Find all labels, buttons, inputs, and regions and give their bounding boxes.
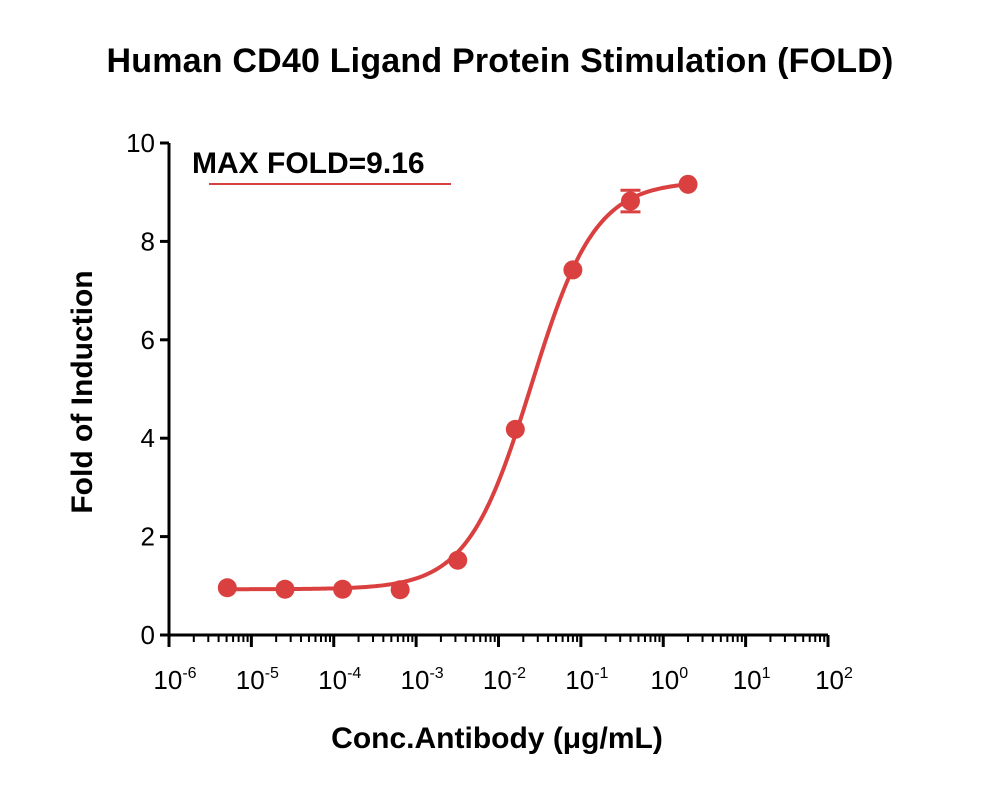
data-series xyxy=(217,174,698,600)
x-tick-label: 10-3 xyxy=(401,665,444,695)
max-fold-annotation: MAX FOLD=9.16 xyxy=(192,147,425,180)
y-tick-label: 6 xyxy=(141,325,155,355)
x-tick-label: 10-1 xyxy=(565,665,608,695)
data-point xyxy=(333,579,353,599)
axes: 0 2 4 6 8 10 10-6 10-5 10-4 10-3 10-2 10-1 100 101 102 xyxy=(126,128,853,695)
x-tick-label: 101 xyxy=(733,665,771,695)
y-tick-label: 10 xyxy=(126,128,155,158)
x-tick-label: 10-5 xyxy=(236,665,279,695)
data-point xyxy=(448,550,468,570)
data-point xyxy=(563,260,583,280)
x-tick-label: 102 xyxy=(815,665,853,695)
x-tick-label: 10-6 xyxy=(153,665,196,695)
y-tick-label: 0 xyxy=(141,620,155,650)
data-point xyxy=(275,579,295,599)
fit-curve xyxy=(227,182,689,592)
x-tick-label: 100 xyxy=(650,665,688,695)
data-point xyxy=(505,419,525,439)
y-tick-label: 2 xyxy=(141,522,155,552)
y-tick-label: 4 xyxy=(141,423,155,453)
y-axis-title: Fold of Induction xyxy=(66,270,99,513)
data-point xyxy=(390,580,410,600)
x-tick-label: 10-4 xyxy=(318,665,361,695)
data-point xyxy=(678,174,698,194)
x-tick-label: 10-2 xyxy=(483,665,526,695)
y-tick-label: 8 xyxy=(141,226,155,256)
data-point xyxy=(620,191,640,211)
x-axis-title: Conc.Antibody (μg/mL) xyxy=(331,722,663,755)
chart-title: Human CD40 Ligand Protein Stimulation (F… xyxy=(106,42,894,80)
annotation-group: MAX FOLD=9.16 xyxy=(192,147,451,185)
data-point xyxy=(217,578,237,598)
